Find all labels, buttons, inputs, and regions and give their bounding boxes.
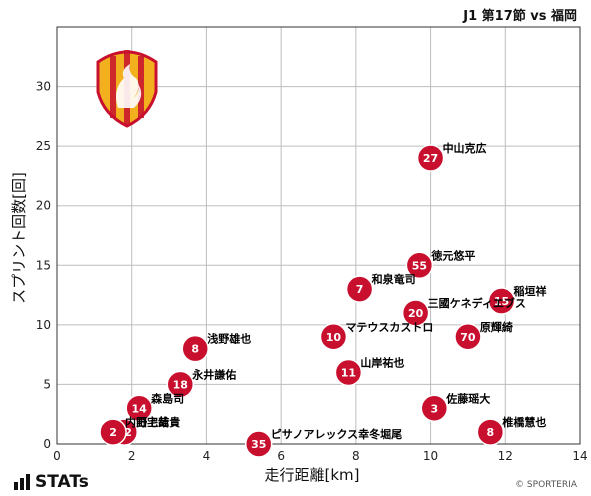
point-number: 35 — [251, 438, 266, 451]
point-marker — [334, 358, 363, 387]
point-marker — [166, 370, 195, 399]
x-tick-labels: 0 2 4 6 8 10 12 14 — [53, 449, 587, 463]
point-marker — [125, 394, 153, 423]
point-label: 徳元悠平 — [430, 248, 475, 262]
point-number: 7 — [356, 283, 364, 296]
point-number: 8 — [191, 343, 199, 356]
y-axis-label: スプリント回数[回] — [10, 172, 28, 304]
point-label: 和泉竜司 — [372, 272, 416, 286]
x-tick-label: 8 — [352, 449, 360, 463]
point-label: 中山克広 — [443, 141, 487, 155]
stats-logo-text: STATs — [35, 472, 89, 492]
copyright-text: © SPORTERIA — [515, 480, 577, 490]
y-tick-labels: 0 5 10 15 20 25 30 — [36, 80, 51, 451]
data-point: 8 浅野雄也 — [181, 332, 251, 363]
x-tick-label: 6 — [277, 449, 285, 463]
x-tick-label: 4 — [203, 449, 211, 463]
x-tick-label: 10 — [423, 449, 438, 463]
data-point: 11 山岸祐也 — [334, 356, 404, 387]
point-marker — [420, 394, 449, 423]
data-point: 70 原輝綺 — [454, 320, 513, 351]
point-marker — [487, 287, 516, 315]
point-label: 山岸祐也 — [360, 356, 404, 370]
point-label: 森島司 — [151, 391, 184, 405]
x-axis-label: 走行距離[km] — [264, 466, 359, 484]
point-number: 18 — [173, 378, 188, 391]
stats-bars-icon — [14, 474, 30, 490]
point-number: 70 — [460, 331, 476, 344]
x-tick-label: 2 — [128, 449, 136, 463]
y-tick-label: 15 — [36, 258, 51, 272]
y-tick-label: 25 — [36, 139, 51, 153]
y-tick-label: 20 — [36, 199, 51, 213]
point-number: 8 — [487, 426, 495, 439]
data-point: 15 稲垣祥 — [487, 284, 547, 315]
point-marker — [401, 299, 430, 327]
data-point: 3 佐藤瑶大 — [420, 391, 490, 423]
point-label: 原輝綺 — [480, 320, 513, 334]
data-point: 7 和泉竜司 — [345, 272, 416, 303]
y-tick-label: 30 — [36, 80, 51, 94]
plot-frame — [56, 26, 581, 445]
point-number: 10 — [326, 331, 342, 344]
point-marker — [405, 251, 434, 280]
point-number: 55 — [412, 259, 427, 272]
point-label: 野上結貴 — [136, 415, 180, 429]
y-tick-label: 0 — [43, 437, 51, 451]
y-tick-label: 5 — [43, 377, 51, 391]
point-label: ピサノアレックス幸冬堀尾 — [271, 427, 402, 441]
data-point: 35 ピサノアレックス幸冬堀尾 — [244, 427, 402, 458]
data-point: 8 椎橋慧也 — [476, 415, 546, 446]
point-marker — [99, 418, 127, 446]
x-tick-label: 14 — [572, 449, 587, 463]
point-number: 2 — [109, 426, 117, 439]
data-point: 27 中山克広 — [416, 141, 487, 172]
data-point: 20 三國ケネディエブス — [401, 296, 526, 327]
point-number: 20 — [408, 307, 424, 320]
point-marker — [476, 418, 505, 446]
point-number: 27 — [423, 152, 438, 165]
point-label: 三國ケネディエブス — [428, 296, 526, 310]
point-marker — [416, 144, 445, 172]
point-marker — [244, 430, 273, 458]
data-point: 2 内田宅哉 — [99, 415, 169, 446]
team-emblem-icon — [96, 50, 158, 128]
point-number: 3 — [430, 402, 438, 415]
point-label: 佐藤瑶大 — [445, 391, 490, 405]
point-label: 内田宅哉 — [125, 415, 169, 429]
point-number: 15 — [494, 295, 509, 308]
point-number: 11 — [341, 367, 356, 380]
y-tick-label: 10 — [36, 318, 51, 332]
point-label: マテウスカストロ — [345, 321, 433, 334]
point-label: 浅野雄也 — [207, 332, 251, 346]
point-marker — [181, 334, 209, 363]
point-number: 14 — [132, 402, 148, 415]
chart-header-title: J1 第17節 vs 福岡 — [463, 9, 577, 24]
point-marker — [454, 323, 482, 351]
x-tick-label: 0 — [53, 449, 61, 463]
point-label: 稲垣祥 — [514, 284, 547, 298]
stats-logo: STATs — [14, 472, 89, 492]
point-label: 永井謙佑 — [191, 367, 236, 381]
point-label: 椎橋慧也 — [501, 415, 546, 429]
x-tick-label: 12 — [498, 449, 513, 463]
point-marker — [345, 275, 374, 303]
point-marker — [319, 323, 348, 351]
